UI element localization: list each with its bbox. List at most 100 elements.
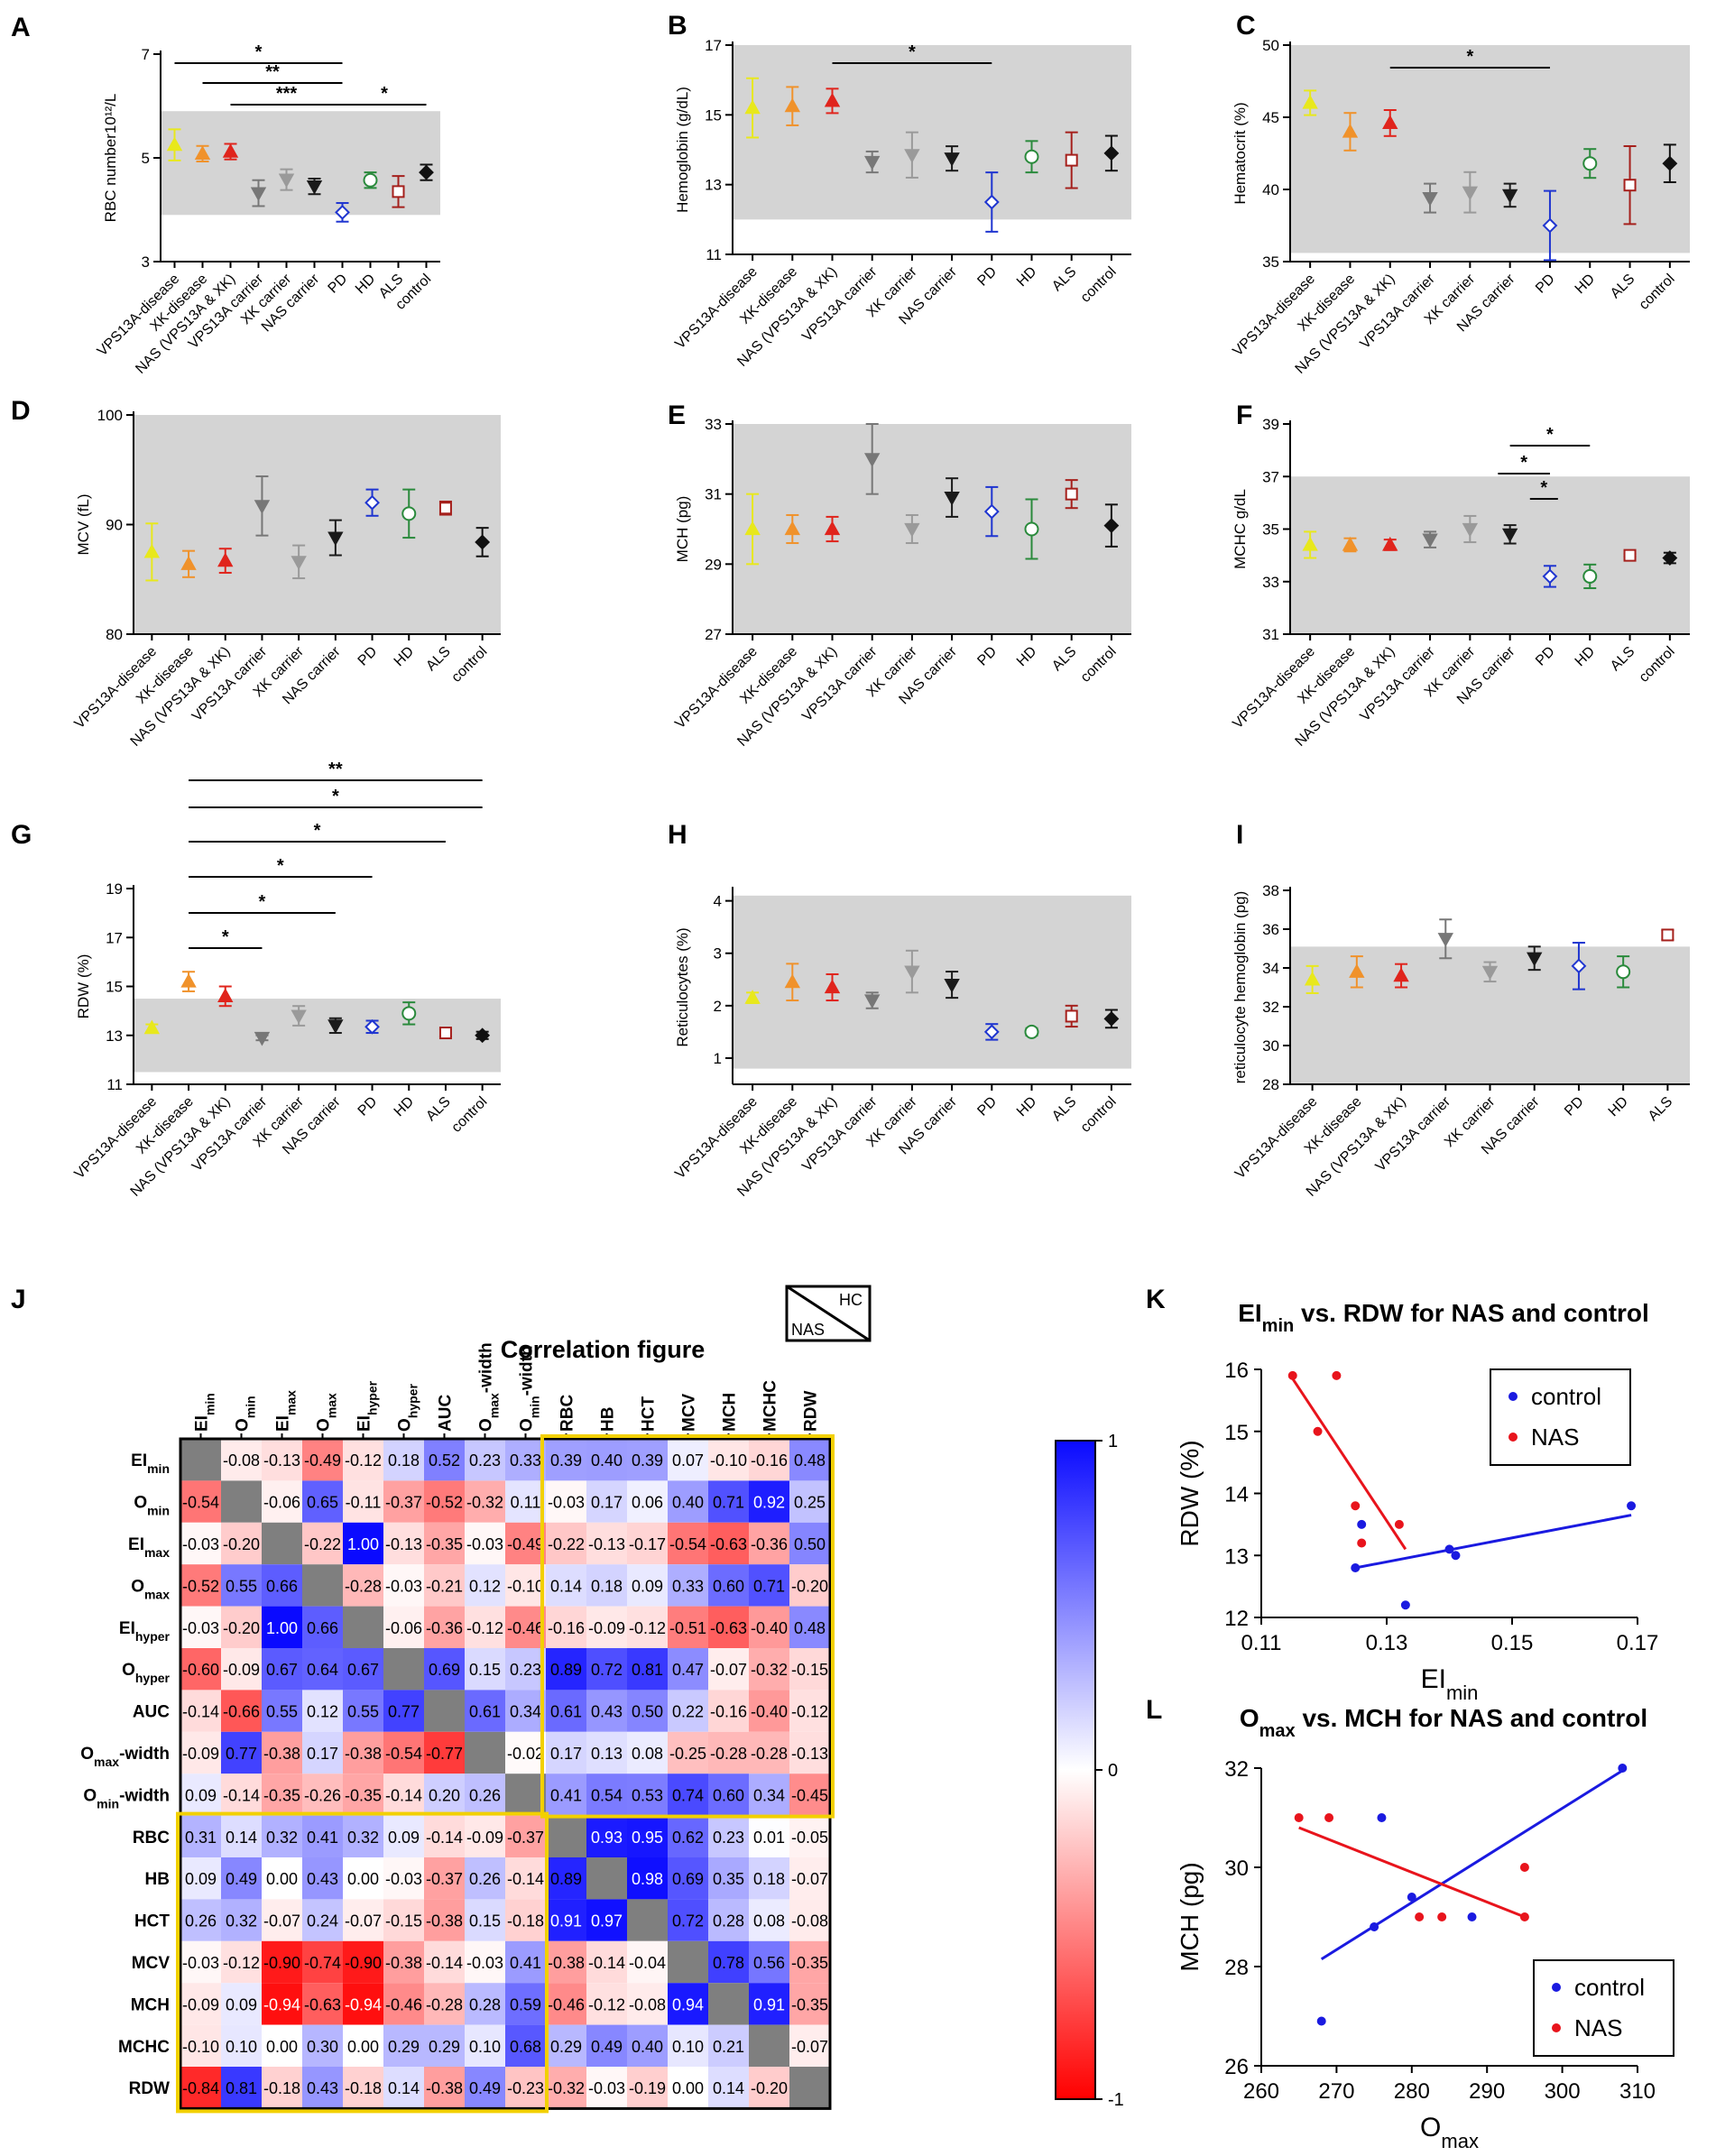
mean-marker xyxy=(1501,189,1518,204)
heatmap-value: 0.56 xyxy=(753,1954,785,1972)
chart-title: Omax vs. MCH for NAS and control xyxy=(1240,1704,1647,1741)
mean-marker xyxy=(143,543,161,558)
heatmap-value: 0.14 xyxy=(713,2079,744,2097)
heatmap-value: -0.38 xyxy=(426,2079,463,2097)
heatmap-cell xyxy=(302,2024,343,2067)
heatmap-value: 0.40 xyxy=(672,1494,704,1512)
heatmap-value: -0.02 xyxy=(507,1745,544,1763)
data-point xyxy=(1451,1551,1461,1561)
mean-marker xyxy=(1582,156,1598,171)
heatmap-cell xyxy=(383,1899,424,1941)
data-point-nas-carrier xyxy=(1501,524,1518,545)
heatmap-value: 0.01 xyxy=(753,1829,785,1847)
y-tick-label: 13 xyxy=(1224,1544,1249,1569)
data-point-vps13a-disease xyxy=(143,522,161,582)
heatmap-value: -0.37 xyxy=(385,1494,422,1512)
y-tick-label: 15 xyxy=(1224,1421,1249,1445)
heatmap-value: -0.37 xyxy=(507,1829,544,1847)
y-axis-label: RDW (%) xyxy=(75,954,92,1019)
heatmap-cell xyxy=(465,1690,505,1732)
label-main: O xyxy=(518,1418,537,1432)
heatmap-value: -0.08 xyxy=(629,1995,666,2013)
data-point-vps13a-disease xyxy=(1302,530,1318,559)
heatmap-value: 0.24 xyxy=(307,1912,338,1930)
mean-marker xyxy=(180,556,197,570)
heatmap-value: -0.09 xyxy=(588,1619,625,1637)
data-point-vps13a-disease xyxy=(744,77,761,139)
label-main: MCH xyxy=(721,1393,740,1432)
mean-marker xyxy=(1342,123,1359,138)
heatmap-cell xyxy=(383,1480,424,1523)
heatmap-value: -0.19 xyxy=(629,2079,666,2097)
x-tick-label: 310 xyxy=(1619,2079,1656,2104)
heatmap-cell xyxy=(302,1480,343,1523)
heatmap-cell xyxy=(424,1439,465,1481)
mean-marker xyxy=(222,143,239,158)
x-tick-label: PD xyxy=(974,264,1000,290)
heatmap-cell xyxy=(424,1564,465,1607)
legend-entry: control xyxy=(1531,1383,1601,1410)
heatmap-value: -0.09 xyxy=(466,1829,503,1847)
heatmap-value: -0.28 xyxy=(426,1995,463,2013)
heatmap-cell xyxy=(343,1940,383,1984)
heatmap-value: 0.41 xyxy=(307,1829,338,1847)
heatmap-value: 0.18 xyxy=(753,1870,785,1888)
heatmap-value: -0.18 xyxy=(507,1912,544,1930)
heatmap-value: 0.60 xyxy=(713,1577,744,1595)
heatmap-value: 0.55 xyxy=(226,1577,257,1595)
heatmap-value: 0.15 xyxy=(469,1661,501,1679)
heatmap-cell xyxy=(180,1648,221,1691)
heatmap-cell xyxy=(262,1648,302,1691)
heatmap-cell xyxy=(627,1731,668,1774)
data-point-vps13a-carrier xyxy=(254,475,271,537)
mean-marker xyxy=(1462,522,1479,538)
y-axis-label: MCHC g/dL xyxy=(1232,489,1249,569)
data-point-xk-carrier xyxy=(291,544,307,580)
y-tick-label: 34 xyxy=(1262,960,1279,977)
x-tick-label: control xyxy=(1078,1094,1120,1136)
heatmap-cell xyxy=(627,1606,668,1648)
heatmap-cell xyxy=(383,1940,424,1984)
heatmap-cell xyxy=(343,1815,383,1857)
mean-marker xyxy=(180,973,197,988)
heatmap-value: -0.35 xyxy=(791,1954,828,1972)
heatmap-cell xyxy=(383,1731,424,1774)
heatmap-value: 0.09 xyxy=(185,1870,217,1888)
label-main: EI xyxy=(131,1451,147,1470)
heatmap-cell xyxy=(465,1564,505,1607)
label-main: RBC xyxy=(558,1395,577,1432)
significance-label: * xyxy=(909,42,916,62)
heatmap-cell xyxy=(221,1648,262,1691)
row-label: MCH xyxy=(131,1995,170,2014)
row-label: MCHC xyxy=(118,2038,170,2057)
heatmap-cell xyxy=(586,1899,627,1941)
label-sub: hyper xyxy=(135,1629,171,1644)
heatmap-cell xyxy=(465,1522,505,1565)
panel-letter: I xyxy=(1236,820,1243,850)
data-point-vps13a-carrier xyxy=(250,179,267,207)
data-point-nas-vps13a-xk xyxy=(217,985,234,1008)
heatmap-value: 0.07 xyxy=(672,1451,704,1470)
heatmap-cell xyxy=(424,1940,465,1984)
title-rest: vs. MCH for NAS and control xyxy=(1296,1704,1647,1732)
label-main: EI xyxy=(355,1415,374,1432)
heatmap-cell xyxy=(180,1857,221,1900)
heatmap-value: 0.29 xyxy=(550,2038,582,2056)
heatmap-cell xyxy=(586,1480,627,1523)
y-tick-label: 33 xyxy=(1262,574,1279,591)
heatmap-value: -0.07 xyxy=(345,1912,382,1930)
heatmap-value: -0.36 xyxy=(751,1535,788,1553)
heatmap-value: 0.59 xyxy=(510,1995,541,2013)
heatmap-value: 0.61 xyxy=(469,1703,501,1721)
heatmap-value: -0.12 xyxy=(629,1619,666,1637)
heatmap-cell xyxy=(221,1983,262,2025)
label-sub: max xyxy=(144,1545,170,1560)
significance-label: * xyxy=(259,892,266,912)
colorbar-gradient xyxy=(1055,1440,1096,2100)
data-point xyxy=(1467,1912,1477,1921)
data-point-xk-disease xyxy=(1342,112,1359,152)
heatmap-cell xyxy=(627,1857,668,1900)
heatmap-cell xyxy=(180,2024,221,2067)
heatmap-cell xyxy=(465,1857,505,1900)
